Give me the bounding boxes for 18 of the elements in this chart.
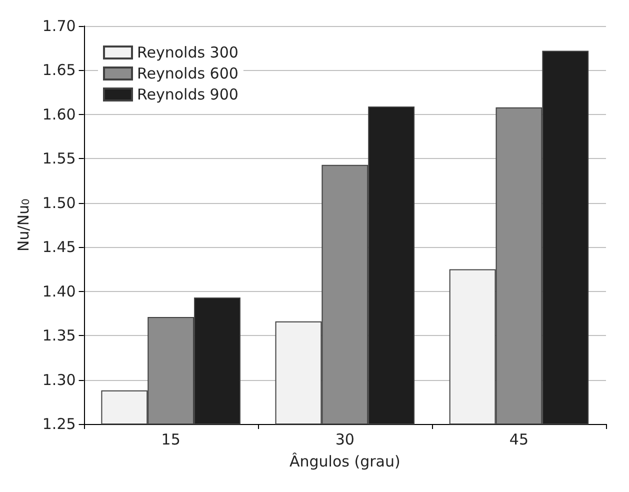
y-tick-label: 1.70 — [42, 17, 76, 35]
y-axis-title: Nu/Nu0 — [14, 198, 32, 252]
x-tick-label: 15 — [161, 430, 180, 448]
y-tick-label: 1.30 — [42, 370, 76, 389]
legend-label: Reynolds 900 — [137, 86, 238, 104]
x-axis-title: Ângulos (grau) — [289, 452, 400, 470]
y-tick-label: 1.25 — [42, 415, 76, 433]
y-tick-label: 1.40 — [42, 282, 76, 300]
x-tick-label: 45 — [509, 430, 529, 448]
y-tick-label: 1.65 — [42, 61, 76, 80]
y-tick-label: 1.45 — [42, 238, 76, 256]
y-tick-label: 1.55 — [42, 150, 76, 168]
y-tick-label: 1.50 — [42, 194, 76, 212]
x-tick-label: 30 — [335, 430, 354, 448]
y-tick-label: 1.35 — [42, 326, 76, 345]
y-tick-label: 1.60 — [42, 105, 76, 124]
legend-label: Reynolds 300 — [137, 44, 238, 62]
legend-label: Reynolds 600 — [137, 64, 238, 82]
